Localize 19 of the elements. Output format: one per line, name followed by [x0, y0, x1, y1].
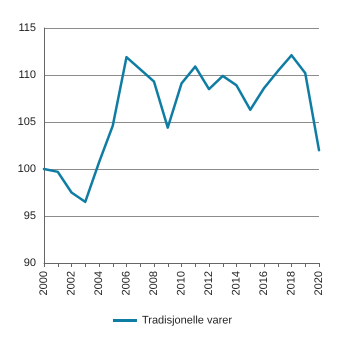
- x-tick-label: 2004: [93, 271, 105, 296]
- x-tick-label: 2002: [66, 271, 78, 296]
- x-tick-label: 2000: [38, 271, 50, 296]
- x-tick-label: 2008: [148, 271, 160, 296]
- x-tick-label: 2020: [313, 271, 325, 296]
- x-tick-label: 2014: [230, 271, 242, 296]
- y-tick-label: 100: [18, 163, 36, 175]
- y-tick-label: 95: [24, 210, 36, 222]
- y-tick-label: 110: [18, 69, 36, 81]
- y-tick-label: 115: [18, 22, 36, 34]
- x-tick-label: 2016: [258, 271, 270, 296]
- x-tick-label: 2012: [203, 271, 215, 296]
- x-tick-label: 2006: [120, 271, 132, 296]
- y-tick-label: 105: [18, 116, 36, 128]
- x-tick-label: 2018: [286, 271, 298, 296]
- y-tick-label: 90: [24, 257, 36, 269]
- x-tick-label: 2010: [176, 271, 188, 296]
- legend-label: Tradisjonelle varer: [142, 314, 232, 326]
- line-series: [42, 54, 320, 204]
